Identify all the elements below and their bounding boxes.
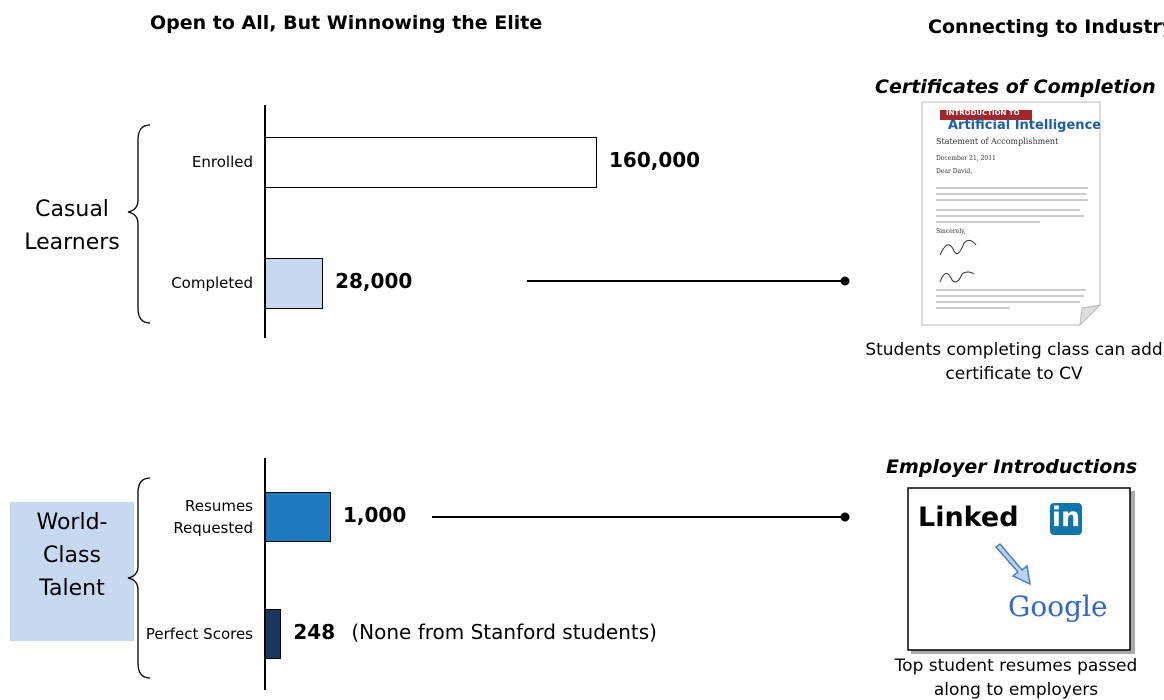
bar bbox=[265, 136, 597, 188]
bar bbox=[265, 609, 282, 659]
linkedin-word: Linked bbox=[918, 502, 1019, 533]
group-label: Casual Learners bbox=[24, 197, 120, 255]
group-label: World-Class Talent bbox=[36, 510, 108, 601]
banner bbox=[940, 110, 1032, 120]
page-curl bbox=[1079, 304, 1102, 327]
brace bbox=[127, 477, 151, 679]
cert-course: Artificial Intelligence bbox=[948, 118, 1102, 133]
axis-line bbox=[264, 105, 266, 338]
cert-date: December 21, 2011 bbox=[936, 155, 996, 162]
connector-dot bbox=[840, 512, 850, 522]
group-box bbox=[10, 502, 134, 641]
arrow bbox=[994, 542, 1031, 586]
employer-caption: Top student resumes passed along to empl… bbox=[894, 656, 1138, 700]
google-logo: Google bbox=[1008, 590, 1108, 623]
value-label: 160,000 bbox=[609, 148, 701, 172]
category-label: Enrolled bbox=[191, 153, 253, 171]
certificate-page bbox=[921, 101, 1101, 326]
value-label: 28,000 bbox=[335, 269, 413, 293]
chart-title: Open to All, But Winnowing the Elite bbox=[150, 12, 543, 34]
industry-title: Connecting to Industry bbox=[928, 16, 1164, 38]
linkedin-badge-box bbox=[1050, 503, 1082, 535]
cert-banner: INTRODUCTION TO bbox=[946, 109, 1020, 117]
cert-caption: Students completing class can add certif… bbox=[865, 340, 1163, 384]
employer-heading: Employer Introductions bbox=[886, 456, 1138, 478]
signature bbox=[939, 239, 977, 283]
cert-statement: Statement of Accomplishment bbox=[936, 137, 1059, 146]
value-label: 1,000 bbox=[343, 503, 407, 527]
cert-heading: Certificates of Completion bbox=[875, 76, 1156, 98]
category-label: Resumes Requested bbox=[173, 497, 253, 537]
bar bbox=[265, 257, 324, 309]
annotation: (None from Stanford students) bbox=[351, 620, 657, 644]
category-label: Perfect Scores bbox=[145, 625, 253, 643]
linkedin-badge: in bbox=[1051, 502, 1081, 533]
category-label: Completed bbox=[171, 274, 253, 292]
brace bbox=[127, 124, 151, 324]
value-label: 248 bbox=[293, 620, 336, 644]
axis-line bbox=[264, 458, 266, 690]
cert-greeting: Dear David, bbox=[936, 168, 973, 175]
cert-closing: Sincerely, bbox=[936, 228, 966, 235]
connector-dot bbox=[840, 276, 850, 286]
body-lines bbox=[936, 187, 1088, 309]
bar bbox=[265, 492, 331, 542]
